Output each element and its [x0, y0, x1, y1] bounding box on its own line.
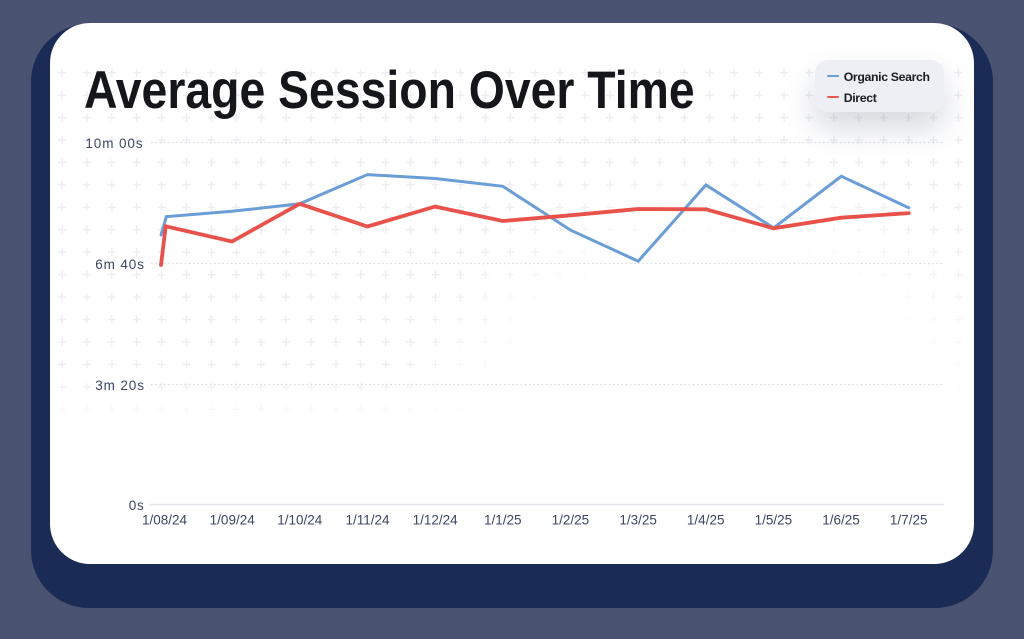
svg-text:1/08/24: 1/08/24 [142, 513, 188, 528]
svg-text:1/5/25: 1/5/25 [755, 513, 793, 528]
svg-text:10m 00s: 10m 00s [85, 136, 143, 151]
svg-text:1/11/24: 1/11/24 [345, 513, 390, 528]
svg-text:0s: 0s [129, 498, 145, 513]
svg-text:3m 20s: 3m 20s [95, 378, 145, 393]
svg-text:1/2/25: 1/2/25 [552, 513, 590, 528]
svg-text:1/4/25: 1/4/25 [687, 513, 725, 528]
svg-text:6m 40s: 6m 40s [95, 257, 145, 272]
svg-text:1/1/25: 1/1/25 [484, 513, 522, 528]
svg-text:1/10/24: 1/10/24 [277, 513, 323, 528]
svg-text:1/6/25: 1/6/25 [822, 513, 860, 528]
svg-text:1/3/25: 1/3/25 [619, 513, 657, 528]
svg-text:1/09/24: 1/09/24 [210, 513, 256, 528]
svg-text:1/12/24: 1/12/24 [413, 513, 459, 528]
svg-text:1/7/25: 1/7/25 [890, 513, 928, 528]
